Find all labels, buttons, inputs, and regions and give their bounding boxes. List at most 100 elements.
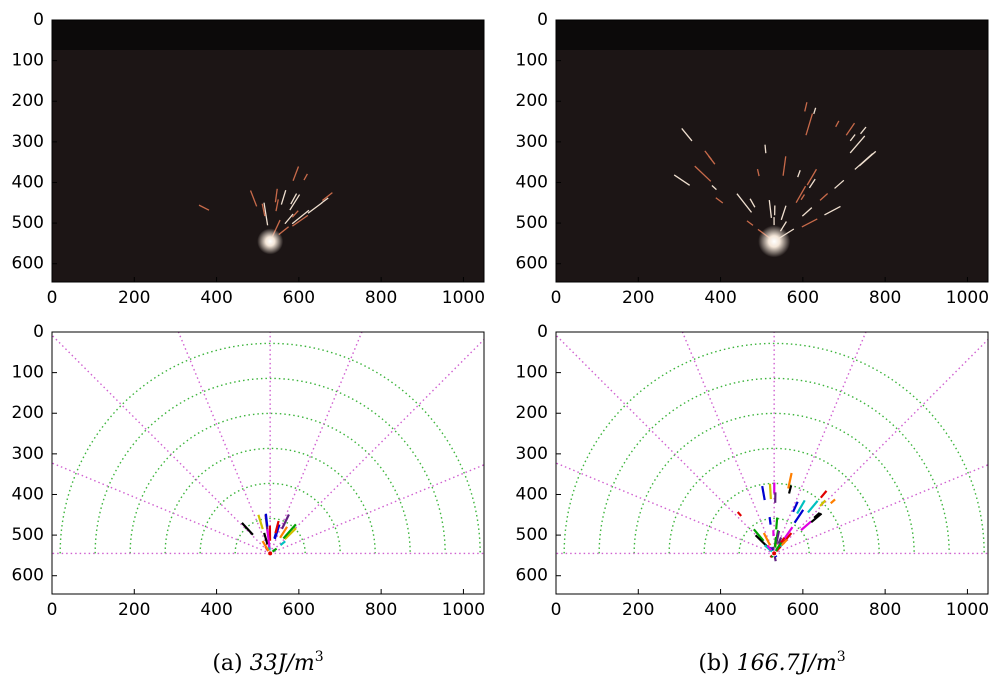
x-tick-label: 600 bbox=[787, 288, 819, 308]
trajectory bbox=[792, 501, 799, 513]
trajectory bbox=[775, 517, 779, 530]
y-tick-label: 100 bbox=[516, 51, 548, 71]
x-tick-label: 200 bbox=[118, 288, 150, 308]
caption-exponent: 3 bbox=[315, 649, 324, 665]
spark bbox=[808, 178, 816, 189]
x-tick-label: 400 bbox=[704, 600, 736, 620]
trajectory bbox=[766, 544, 773, 551]
trajectory bbox=[274, 520, 280, 534]
spark bbox=[284, 213, 294, 225]
y-tick-label: 600 bbox=[516, 566, 548, 586]
x-tick-label: 600 bbox=[787, 600, 819, 620]
spark bbox=[860, 126, 867, 135]
y-tick-label: 500 bbox=[12, 213, 44, 233]
spark bbox=[780, 205, 787, 221]
spark bbox=[321, 197, 329, 204]
y-tick-label: 0 bbox=[537, 10, 548, 30]
trajectory bbox=[810, 512, 823, 524]
x-tick-label: 600 bbox=[283, 600, 315, 620]
trajectory bbox=[780, 537, 786, 544]
spark bbox=[249, 190, 258, 207]
trajectory bbox=[264, 513, 269, 527]
spark bbox=[736, 193, 753, 213]
spark bbox=[303, 173, 308, 181]
y-tick-label: 100 bbox=[12, 363, 44, 383]
trajectory bbox=[279, 540, 286, 546]
y-tick-label: 0 bbox=[33, 10, 44, 30]
trajectory bbox=[783, 526, 794, 540]
y-tick-label: 300 bbox=[516, 132, 548, 152]
polar-ring bbox=[234, 517, 306, 554]
polar-ring bbox=[738, 517, 810, 554]
spark bbox=[795, 185, 807, 204]
x-tick-label: 800 bbox=[869, 600, 901, 620]
polar-ring bbox=[164, 447, 376, 554]
y-tick-label: 200 bbox=[516, 403, 548, 423]
spark bbox=[278, 226, 290, 236]
spark bbox=[804, 102, 808, 112]
y-tick-label: 0 bbox=[537, 322, 548, 342]
trajectory bbox=[773, 537, 778, 547]
y-tick-label: 500 bbox=[516, 213, 548, 233]
y-tick-label: 500 bbox=[516, 525, 548, 545]
caption-text: 33J/m bbox=[250, 651, 315, 676]
trajectory bbox=[830, 498, 836, 505]
y-tick-label: 400 bbox=[516, 172, 548, 192]
spark bbox=[845, 122, 856, 136]
spark bbox=[764, 144, 767, 154]
y-tick-label: 100 bbox=[516, 363, 548, 383]
trajectory bbox=[787, 472, 793, 489]
polar-ring bbox=[598, 377, 950, 554]
polar-ring bbox=[94, 377, 446, 554]
spark bbox=[849, 134, 856, 142]
y-tick-label: 100 bbox=[12, 51, 44, 71]
photo-top-band bbox=[52, 20, 484, 50]
trajectory bbox=[257, 514, 264, 530]
y-tick-label: 600 bbox=[12, 566, 44, 586]
y-tick-label: 600 bbox=[516, 254, 548, 274]
trajectory bbox=[775, 530, 781, 544]
spark bbox=[681, 128, 693, 142]
caption-label: (b) bbox=[698, 651, 729, 676]
x-tick-label: 0 bbox=[551, 288, 562, 308]
spark bbox=[834, 179, 845, 189]
spark bbox=[801, 207, 813, 217]
panel-content bbox=[556, 332, 988, 594]
trajectory bbox=[266, 528, 271, 548]
x-tick-label: 200 bbox=[622, 600, 654, 620]
x-tick-label: 200 bbox=[118, 600, 150, 620]
spark bbox=[290, 193, 298, 205]
x-tick-label: 600 bbox=[283, 288, 315, 308]
spark bbox=[768, 200, 773, 218]
trajectory bbox=[762, 532, 771, 546]
y-tick-label: 0 bbox=[33, 322, 44, 342]
trajectory bbox=[284, 527, 297, 540]
x-tick-label: 0 bbox=[47, 288, 58, 308]
x-tick-label: 800 bbox=[365, 600, 397, 620]
caption-exponent: 3 bbox=[837, 649, 846, 665]
x-tick-label: 400 bbox=[200, 600, 232, 620]
trajectory bbox=[768, 516, 772, 525]
trajectory bbox=[787, 485, 793, 494]
trajectory bbox=[777, 537, 783, 545]
spark bbox=[275, 199, 279, 212]
photo-top-band bbox=[556, 20, 988, 50]
polar-ring bbox=[59, 342, 481, 554]
trajectory bbox=[273, 524, 281, 540]
spark bbox=[715, 197, 724, 204]
spark bbox=[800, 194, 806, 201]
y-tick-label: 400 bbox=[516, 484, 548, 504]
melt-glow bbox=[758, 225, 791, 258]
spark bbox=[824, 205, 841, 216]
polar-ring bbox=[199, 482, 341, 554]
source-point bbox=[771, 550, 778, 557]
x-tick-label: 800 bbox=[869, 288, 901, 308]
spark bbox=[321, 192, 333, 201]
spark bbox=[813, 107, 817, 115]
spark bbox=[749, 198, 756, 208]
melt-glow bbox=[257, 228, 284, 255]
axes-frame bbox=[51, 19, 485, 283]
spark bbox=[291, 209, 310, 225]
